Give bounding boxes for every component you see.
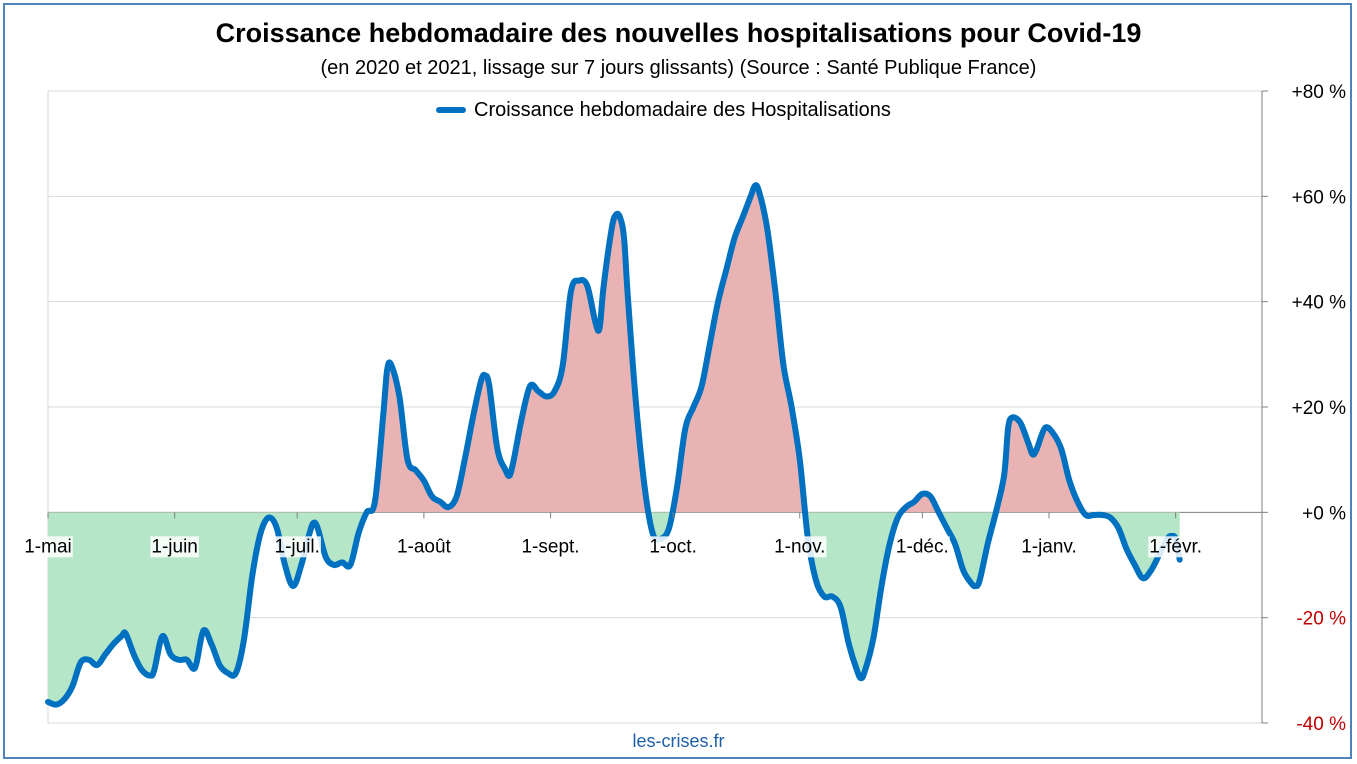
y-tick-label-1: +60 % — [1292, 187, 1347, 208]
series-line — [45, 182, 1183, 708]
y-tick-label-2: +40 % — [1292, 293, 1347, 314]
x-tick-label-5: 1-oct. — [649, 536, 697, 557]
x-tick-label-bg-0 — [23, 536, 73, 558]
x-tick-label-6: 1-nov. — [774, 536, 825, 557]
positive-area — [48, 185, 1180, 513]
y-tick-label-3: +20 % — [1292, 398, 1347, 419]
x-tick-label-bg-9 — [1148, 536, 1204, 558]
x-tick-label-7: 1-déc. — [896, 536, 949, 557]
x-tick-label-bg-8 — [1020, 536, 1078, 558]
x-tick-label-bg-3 — [395, 536, 453, 558]
x-tick-label-3: 1-août — [397, 536, 452, 557]
y-tick-label-6: -40 % — [1296, 714, 1346, 735]
x-tick-label-1: 1-juin — [151, 536, 197, 557]
chart-title: Croissance hebdomadaire des nouvelles ho… — [215, 18, 1142, 48]
y-axis-ticks: +80 % +60 % +40 % +20 % +0 % -20 % -40 % — [1262, 82, 1346, 735]
y-tick-label-4: +0 % — [1302, 503, 1346, 524]
x-tick-label-bg-1 — [150, 536, 199, 558]
x-tick-label-bg-6 — [773, 536, 827, 558]
x-tick-label-8: 1-janv. — [1021, 536, 1077, 557]
x-tick-label-9: 1-févr. — [1149, 536, 1202, 557]
x-tick-label-2: 1-juil. — [275, 536, 320, 557]
chart-subtitle: (en 2020 et 2021, lissage sur 7 jours gl… — [320, 57, 1037, 79]
x-tick-label-4: 1-sept. — [521, 536, 579, 557]
y-tick-label-5: -20 % — [1296, 609, 1346, 630]
legend-label: Croissance hebdomadaire des Hospitalisat… — [474, 98, 891, 121]
x-tick-label-bg-4 — [520, 536, 581, 558]
x-tick-label-bg-7 — [894, 536, 950, 558]
legend-swatch — [436, 107, 466, 113]
x-axis-ticks: 1-mai 1-juin 1-juil. 1-août 1-sept. 1-oct. 1-n… — [23, 512, 1204, 558]
area-fills — [48, 185, 1180, 705]
source-credit: les-crises.fr — [632, 731, 725, 751]
x-tick-label-bg-2 — [273, 536, 321, 558]
x-tick-label-bg-5 — [648, 536, 698, 558]
legend: Croissance hebdomadaire des Hospitalisat… — [436, 97, 891, 123]
x-tick-label-0: 1-mai — [24, 536, 72, 557]
y-tick-label-0: +80 % — [1292, 82, 1347, 103]
series-line-group — [45, 182, 1183, 708]
